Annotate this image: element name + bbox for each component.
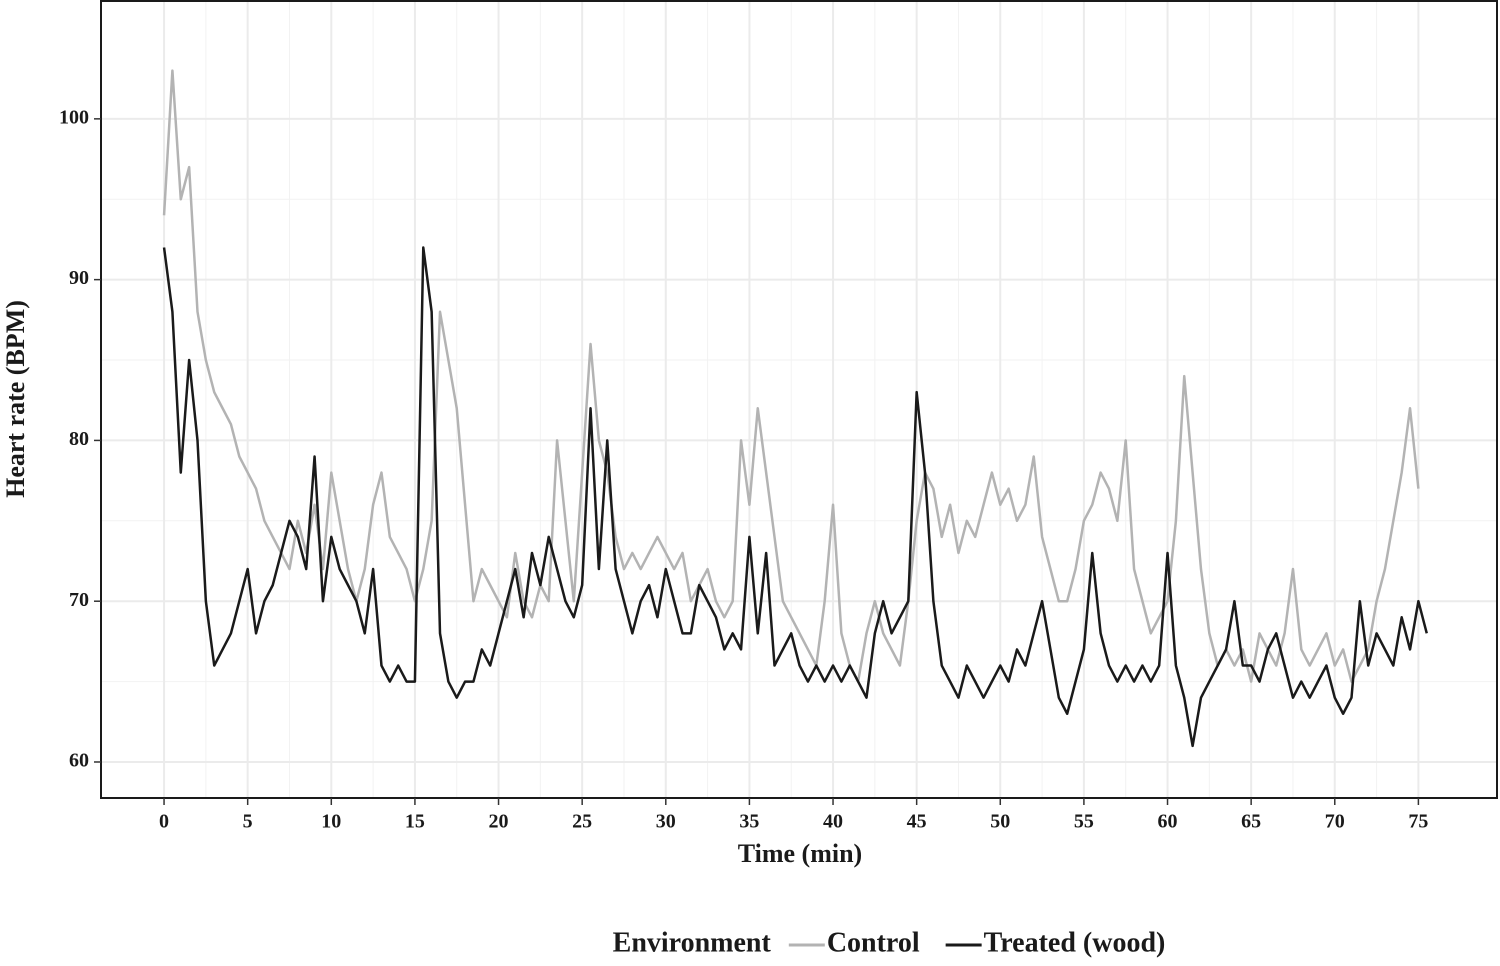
x-tick-label: 25 bbox=[572, 811, 592, 833]
x-tick-label: 0 bbox=[159, 811, 169, 833]
y-axis-title: Heart rate (BPM) bbox=[1, 300, 30, 498]
x-tick-label: 55 bbox=[1074, 811, 1094, 833]
legend-label: Control bbox=[827, 927, 920, 958]
x-tick-label: 75 bbox=[1408, 811, 1428, 833]
x-tick-label: 10 bbox=[321, 811, 341, 833]
x-tick-label: 35 bbox=[739, 811, 759, 833]
y-tick-label: 90 bbox=[69, 267, 89, 289]
legend-label: Treated (wood) bbox=[984, 927, 1166, 958]
series-line bbox=[162, 246, 1428, 748]
plot-frame bbox=[100, 0, 1498, 799]
x-tick-label: 15 bbox=[405, 811, 425, 833]
x-tick-label: 20 bbox=[489, 811, 509, 833]
x-tick-label: 5 bbox=[243, 811, 253, 833]
x-tick-label: 70 bbox=[1325, 811, 1345, 833]
y-tick-label: 100 bbox=[59, 106, 89, 128]
x-tick-label: 40 bbox=[823, 811, 843, 833]
series-line bbox=[162, 69, 1420, 683]
x-tick-label: 60 bbox=[1158, 811, 1178, 833]
lines bbox=[162, 69, 1428, 748]
grid bbox=[101, 1, 1497, 798]
x-tick-label: 30 bbox=[656, 811, 676, 833]
y-tick-label: 60 bbox=[69, 750, 89, 772]
x-tick-label: 50 bbox=[990, 811, 1010, 833]
legend-title: Environment bbox=[613, 927, 772, 958]
x-tick-label: 65 bbox=[1241, 811, 1261, 833]
y-tick-label: 70 bbox=[69, 589, 89, 611]
legend: Environment Control Treated (wood) bbox=[613, 927, 1166, 958]
x-axis-title: Time (min) bbox=[738, 839, 862, 868]
x-tick-label: 45 bbox=[907, 811, 927, 833]
y-tick-label: 80 bbox=[69, 428, 89, 450]
